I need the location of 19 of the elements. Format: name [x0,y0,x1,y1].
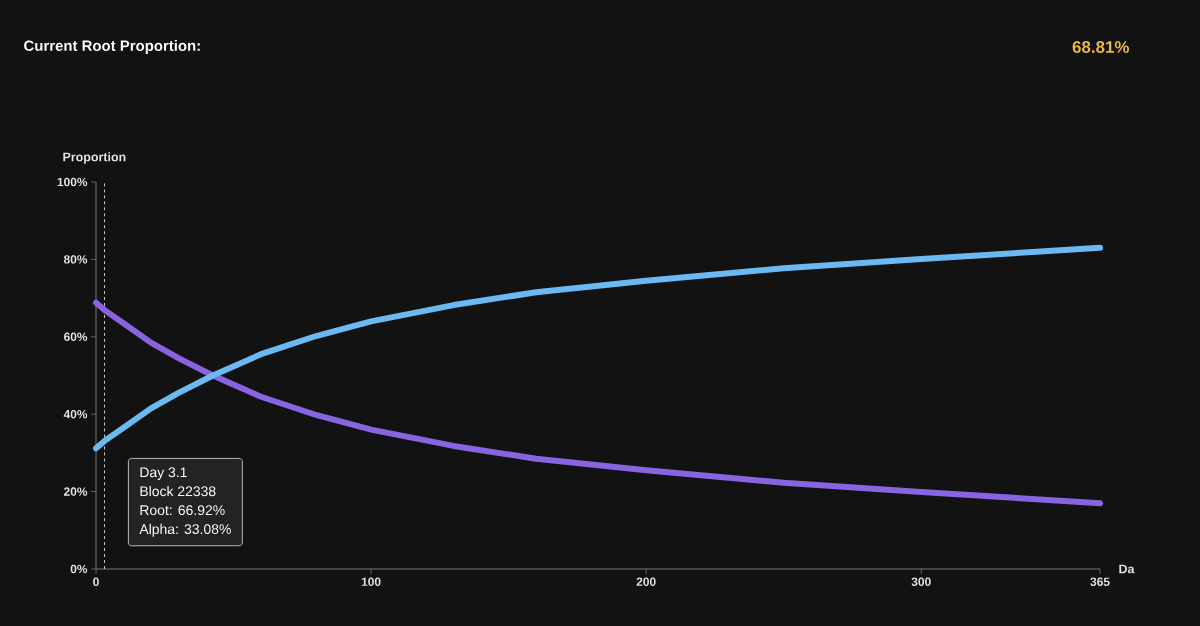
y-tick-label: 80% [63,255,88,264]
x-tick-label: 200 [636,577,656,586]
text: 68.81% [1072,41,1130,53]
y-axis-title: Proportion [63,152,126,164]
y-tick-label: 60% [64,332,88,342]
x-tick-label: 300 [911,577,931,586]
annotation: Root: 66.92% [140,505,225,516]
y-tick-label: 0% [70,564,88,574]
x-tick-label: 100 [361,577,381,586]
x-axis-title: Da [1119,564,1135,574]
annotation: Day 3.1 [140,467,187,480]
y-tick-label: 100% [57,177,88,187]
annotation: Block 22338 [140,485,216,497]
y-tick-label: 40% [63,409,88,419]
x-tick-label: 0 [93,577,99,586]
x-tick-label: 365 [1090,577,1110,586]
y-tick-label: 20% [63,487,88,496]
chart-title: Current Root Proportion: [24,40,200,54]
annotation: Alpha: 33.08% [139,523,231,537]
